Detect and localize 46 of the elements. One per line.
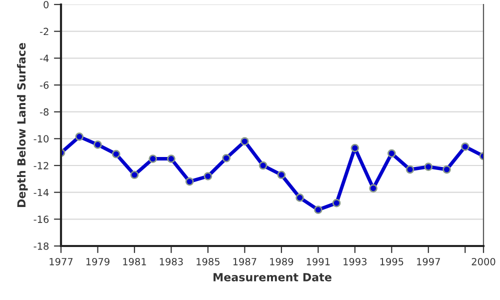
y-tick-label: 0 — [44, 0, 49, 8]
x-tick-label: 1983 — [160, 258, 183, 266]
point — [94, 140, 102, 149]
point — [406, 165, 414, 174]
x-tick-label: 1979 — [86, 258, 110, 266]
y-tick-label: -4 — [40, 54, 49, 62]
y-tick-label: -16 — [34, 216, 49, 223]
y-tick-label: -14 — [34, 188, 49, 196]
point — [387, 149, 396, 158]
y-tick-label: -8 — [40, 108, 49, 116]
x-tick-label: 1993 — [344, 258, 367, 266]
point — [204, 172, 212, 180]
y-tick-label: -2 — [40, 28, 48, 36]
x-tick-label: 1995 — [380, 258, 404, 266]
x-tick-label: 2000 — [472, 258, 496, 266]
y-axis-title: Depth Below Land Surface — [17, 43, 28, 207]
point — [442, 165, 451, 174]
y-tick-label: -6 — [40, 81, 49, 89]
point — [185, 177, 194, 186]
y-tick-label: -18 — [34, 242, 49, 250]
point — [460, 142, 470, 151]
point — [314, 206, 322, 214]
x-tick-label: 1977 — [50, 258, 73, 266]
point — [424, 162, 433, 172]
point — [277, 170, 286, 180]
x-tick-label: 1987 — [233, 258, 256, 266]
y-tick-label: -12 — [34, 162, 48, 170]
point — [258, 161, 268, 170]
x-axis-title: Measurement Date — [214, 273, 332, 282]
point — [167, 154, 176, 163]
point — [148, 154, 158, 163]
point — [130, 170, 139, 180]
point — [240, 137, 249, 146]
point — [296, 194, 304, 202]
point — [112, 150, 120, 158]
x-tick-label: 1981 — [123, 258, 146, 266]
point — [75, 132, 84, 141]
point — [332, 198, 341, 208]
point — [350, 144, 360, 152]
x-tick-label: 1991 — [306, 258, 330, 266]
x-tick-label: 1989 — [270, 258, 294, 266]
y-tick-label: -10 — [34, 135, 49, 142]
x-tick-label: 1997 — [417, 258, 440, 266]
point — [369, 184, 378, 192]
x-tick-label: 1985 — [196, 258, 220, 266]
point — [222, 154, 230, 162]
